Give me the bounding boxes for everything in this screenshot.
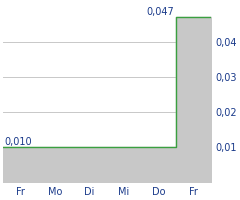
Text: 0,010: 0,010 <box>5 137 32 147</box>
Text: 0,047: 0,047 <box>147 7 174 17</box>
